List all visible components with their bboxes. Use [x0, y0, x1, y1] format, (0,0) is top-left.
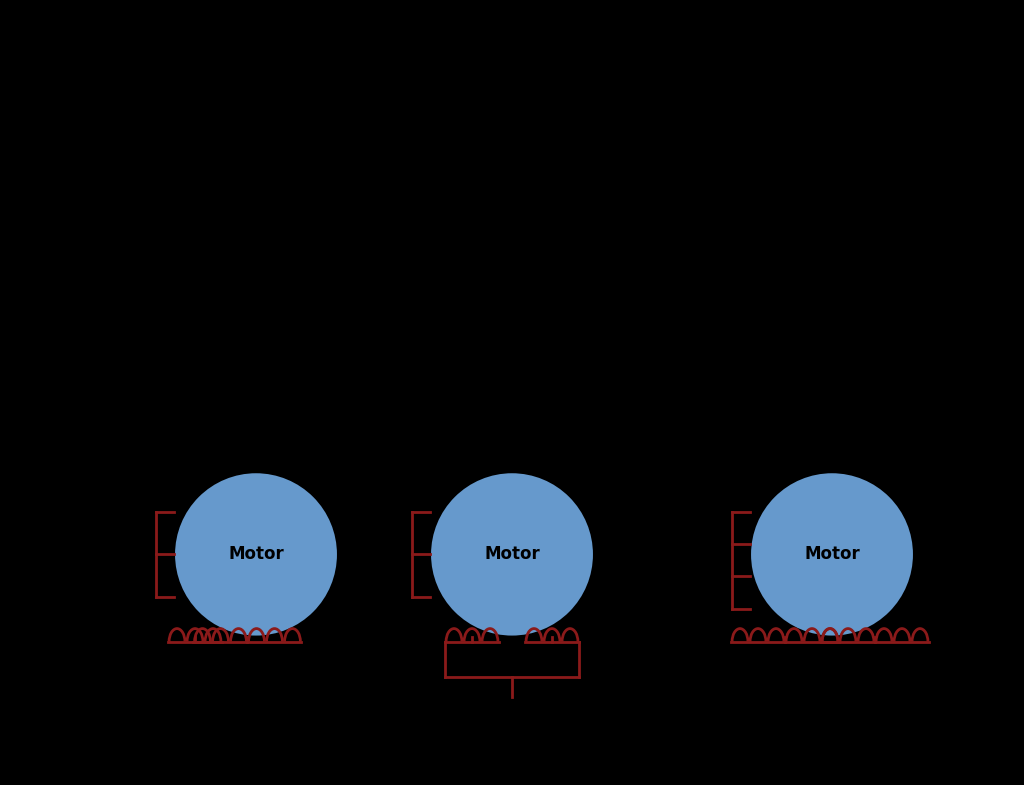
Text: Black: Black [373, 548, 406, 561]
Text: Orange: Orange [807, 650, 817, 688]
Text: 4: 4 [153, 307, 162, 320]
Text: Red: Red [383, 506, 406, 519]
Text: Rotor: Rotor [829, 152, 870, 167]
Text: Unipolar: Unipolar [339, 383, 424, 401]
Text: Red/White: Red/White [665, 538, 725, 551]
Text: 2: 2 [521, 165, 530, 179]
Text: Red: Red [127, 506, 150, 519]
Text: Red / White: Red / White [337, 590, 406, 603]
Text: Rotor: Rotor [573, 152, 614, 167]
Text: 5: 5 [153, 210, 162, 225]
Text: Green / White: Green / White [269, 650, 280, 721]
Ellipse shape [750, 473, 914, 637]
Text: Black/White: Black/White [843, 650, 853, 712]
Text: Black: Black [117, 548, 150, 561]
Text: Green: Green [467, 650, 477, 681]
Ellipse shape [430, 473, 594, 637]
Text: 3: 3 [521, 215, 530, 229]
Text: Green: Green [190, 650, 200, 681]
Text: 5-lead: 5-lead [490, 422, 534, 436]
Text: Yellow: Yellow [688, 570, 725, 583]
Text: 1: 1 [153, 117, 162, 131]
Text: Green / White: Green / White [547, 650, 557, 721]
Text: Red / White: Red / White [81, 590, 150, 603]
Text: 8-lead: 8-lead [810, 422, 854, 436]
Text: Motor: Motor [804, 546, 860, 564]
Text: 6-lead: 6-lead [234, 422, 278, 436]
Text: 1: 1 [521, 117, 530, 131]
Text: Motor: Motor [228, 546, 284, 564]
Text: Orange / White: Orange / White [897, 650, 907, 728]
Text: White: White [215, 650, 225, 680]
Text: Yellow/white: Yellow/white [652, 602, 725, 615]
Text: Black: Black [753, 650, 763, 678]
Text: 2: 2 [153, 165, 162, 179]
Text: Bipolar: Bipolar [657, 383, 730, 401]
Text: 3: 3 [153, 258, 162, 272]
Text: Unipolar Stepper Motor: Unipolar Stepper Motor [407, 754, 617, 772]
Text: Motor: Motor [484, 546, 540, 564]
Ellipse shape [174, 473, 338, 637]
Text: 4: 4 [521, 263, 530, 277]
Text: Red: Red [702, 506, 725, 519]
